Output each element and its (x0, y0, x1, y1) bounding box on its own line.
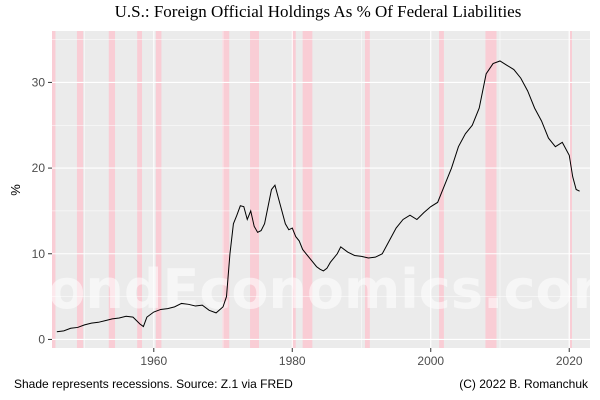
y-axis: 0 10 20 30 (32, 75, 52, 346)
x-tick-label: 1980 (279, 354, 306, 368)
recession-band (302, 31, 313, 348)
x-tick-label: 2000 (417, 354, 444, 368)
x-tick-label: 2020 (556, 354, 583, 368)
y-tick-label: 30 (32, 75, 46, 89)
recession-band (155, 31, 162, 348)
recession-band (364, 31, 370, 348)
recession-band (222, 31, 230, 348)
y-tick-label: 20 (32, 161, 46, 175)
recession-band (250, 31, 260, 348)
watermark: BondEconomics.com (7, 258, 600, 321)
recession-band (52, 31, 56, 348)
y-tick-label: 10 (32, 247, 46, 261)
recession-band (292, 31, 296, 348)
series-line (56, 60, 580, 333)
recession-band (485, 31, 497, 348)
y-axis-label: % (8, 184, 23, 196)
y-tick-label: 0 (38, 332, 45, 346)
chart-title: U.S.: Foreign Official Holdings As % Of … (115, 2, 522, 21)
recession-band (76, 31, 84, 348)
x-tick-label: 1960 (140, 354, 167, 368)
grid-lines (52, 31, 590, 348)
recession-band (108, 31, 116, 348)
caption-copyright: (C) 2022 B. Romanchuk (459, 377, 589, 391)
recession-bands (52, 31, 572, 348)
caption-source: Shade represents recessions. Source: Z.1… (14, 377, 293, 391)
recession-band (569, 31, 572, 348)
recession-band (137, 31, 143, 348)
x-axis: 1960 1980 2000 2020 (140, 348, 583, 368)
recession-band (439, 31, 444, 348)
